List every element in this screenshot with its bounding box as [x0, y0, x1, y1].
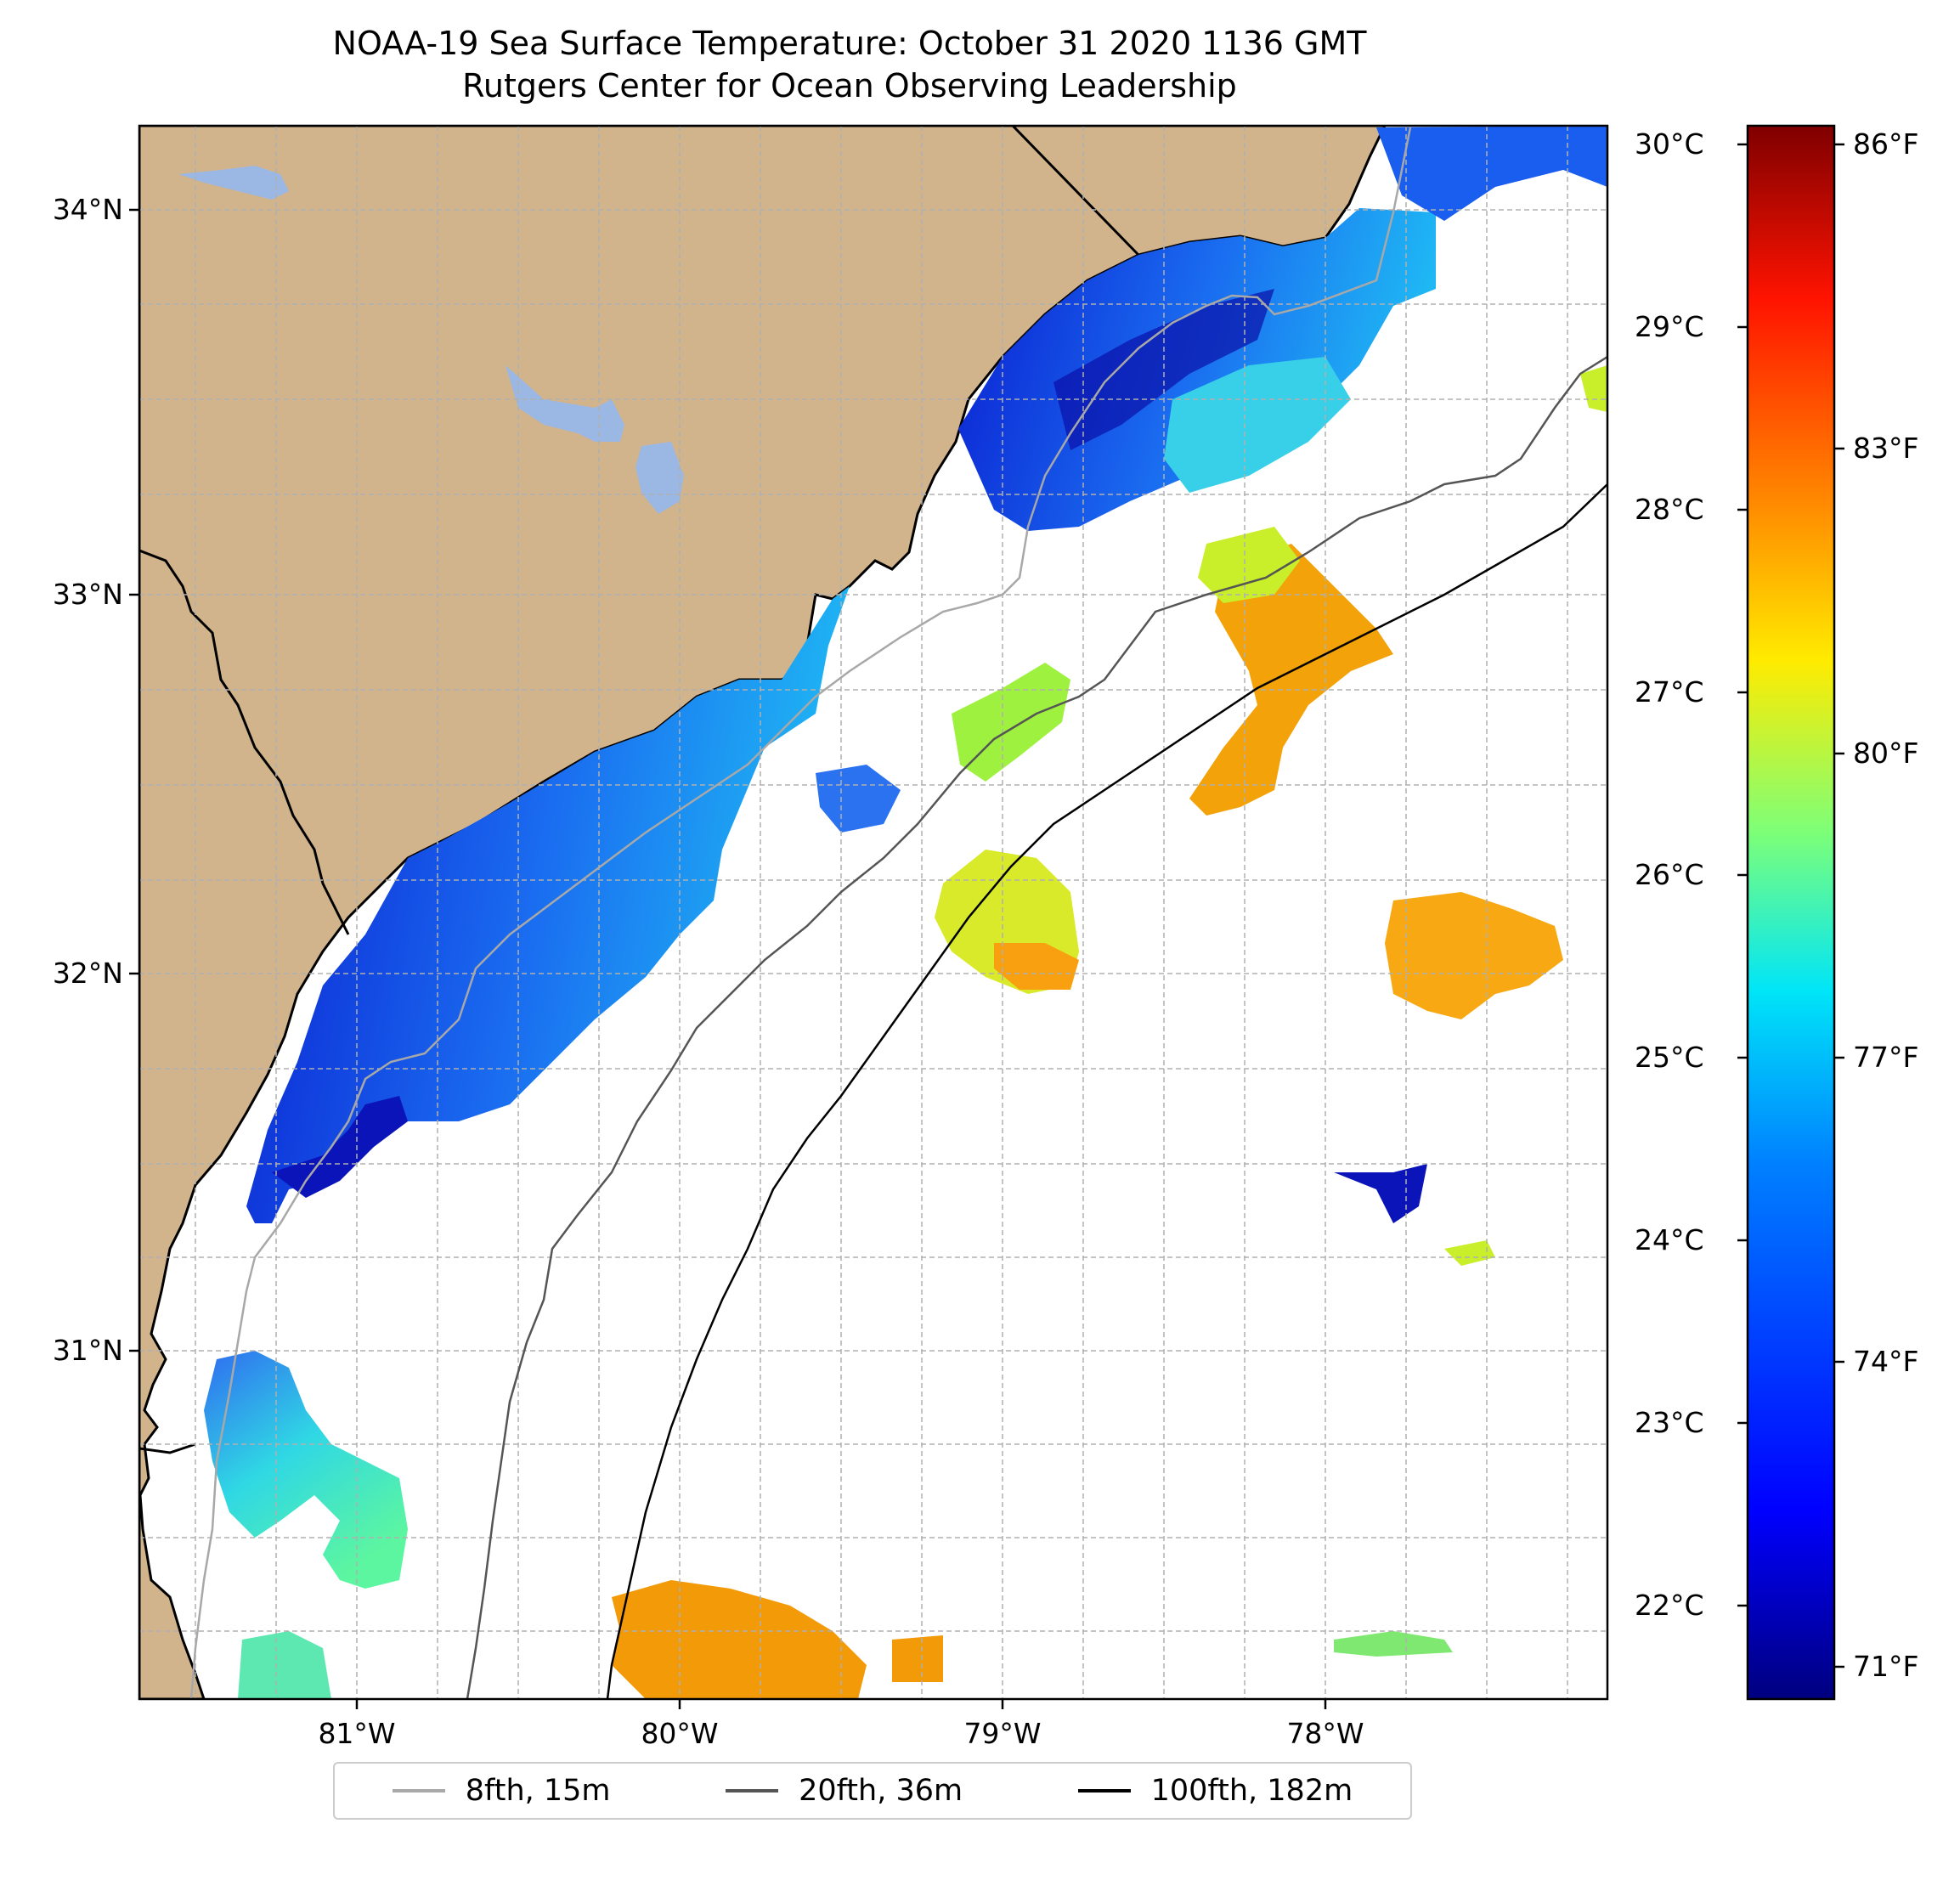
sst-patch-north-dark — [1053, 289, 1274, 450]
lon-label: 79°W — [963, 1717, 1042, 1750]
lat-label: 33°N — [52, 578, 123, 611]
sst-patch-south-corner — [238, 1631, 331, 1699]
colorbar-fahrenheit-label: 71°F — [1853, 1650, 1919, 1683]
map-content — [139, 126, 1607, 1699]
axis-ticks — [129, 208, 1327, 1709]
contour-legend: 8fth, 15m 20fth, 36m 100fth, 182m — [333, 1762, 1412, 1820]
sst-patch-east-green — [1334, 1631, 1453, 1657]
colorbar-fahrenheit-label: 80°F — [1853, 737, 1919, 770]
legend-label: 8fth, 15m — [465, 1774, 611, 1808]
map-frame — [138, 124, 1609, 1701]
sst-patch-far-east — [1580, 365, 1607, 412]
state-border — [139, 549, 350, 935]
colorbar-celsius-label: 22°C — [1635, 1589, 1704, 1622]
lake — [178, 166, 289, 200]
contour-20fth — [466, 355, 1607, 1699]
colorbar-celsius-label: 28°C — [1635, 493, 1704, 526]
sst-patch-mid-blue — [816, 765, 901, 833]
lat-label: 34°N — [52, 193, 123, 226]
sst-patches — [204, 126, 1607, 1699]
colorbar-celsius-label: 29°C — [1635, 310, 1704, 343]
lake — [506, 365, 624, 442]
colorbar-gradient — [1746, 124, 1836, 1701]
contour-8fth — [189, 127, 1412, 1699]
colorbar-fahrenheit-label: 77°F — [1853, 1041, 1919, 1074]
colorbar-celsius-label: 25°C — [1635, 1041, 1704, 1074]
colorbar-fahrenheit-label: 86°F — [1853, 127, 1919, 161]
legend-label: 20fth, 36m — [799, 1774, 963, 1808]
lon-label: 80°W — [641, 1717, 719, 1750]
colorbar-fahrenheit-label: 83°F — [1853, 432, 1919, 465]
legend-label: 100fth, 182m — [1150, 1774, 1353, 1808]
colorbar-celsius-label: 26°C — [1635, 858, 1704, 891]
map-subtitle: Rutgers Center for Ocean Observing Leade… — [462, 67, 1237, 104]
sst-patch-coastal-south — [272, 1096, 408, 1198]
lat-label: 31°N — [52, 1334, 123, 1367]
colorbar-ticks — [1737, 143, 1844, 1668]
colorbar-fahrenheit-label: 74°F — [1853, 1345, 1919, 1378]
sst-patch-south-warm-small — [892, 1635, 943, 1682]
sst-patch-warm-center — [1189, 544, 1393, 816]
colorbar-celsius-label: 23°C — [1635, 1406, 1704, 1439]
lat-label: 32°N — [52, 957, 123, 990]
legend-item-100fth: 100fth, 182m — [1077, 1774, 1353, 1808]
legend-line-icon — [392, 1789, 445, 1792]
sst-patch-south-warm — [612, 1580, 867, 1699]
sst-patch-mid-orange — [994, 943, 1079, 990]
colorbar-celsius-label: 27°C — [1635, 675, 1704, 709]
map-title: NOAA-19 Sea Surface Temperature: October… — [332, 25, 1367, 62]
sst-patch-yellow-center — [1198, 527, 1300, 603]
colorbar-celsius-label: 24°C — [1635, 1223, 1704, 1256]
legend-line-icon — [726, 1789, 779, 1792]
legend-item-8fth: 8fth, 15m — [392, 1774, 611, 1808]
sst-patch-east-small — [1334, 1164, 1427, 1223]
state-border — [139, 1442, 196, 1454]
lon-label: 78°W — [1286, 1717, 1364, 1750]
sst-patch-east-yellow — [1444, 1240, 1495, 1266]
state-border — [1011, 126, 1140, 257]
lon-label: 81°W — [318, 1717, 396, 1750]
sst-patch-north-light — [1164, 357, 1351, 493]
legend-line-icon — [1077, 1789, 1131, 1792]
legend-item-20fth: 20fth, 36m — [726, 1774, 963, 1808]
sst-patch-east-warm — [1385, 892, 1563, 1019]
colorbar-celsius-label: 30°C — [1635, 127, 1704, 161]
grid-lines — [139, 126, 1607, 1699]
lake — [635, 442, 684, 514]
contour-100fth — [606, 483, 1607, 1699]
sst-patch-ne-corner — [1376, 126, 1607, 221]
